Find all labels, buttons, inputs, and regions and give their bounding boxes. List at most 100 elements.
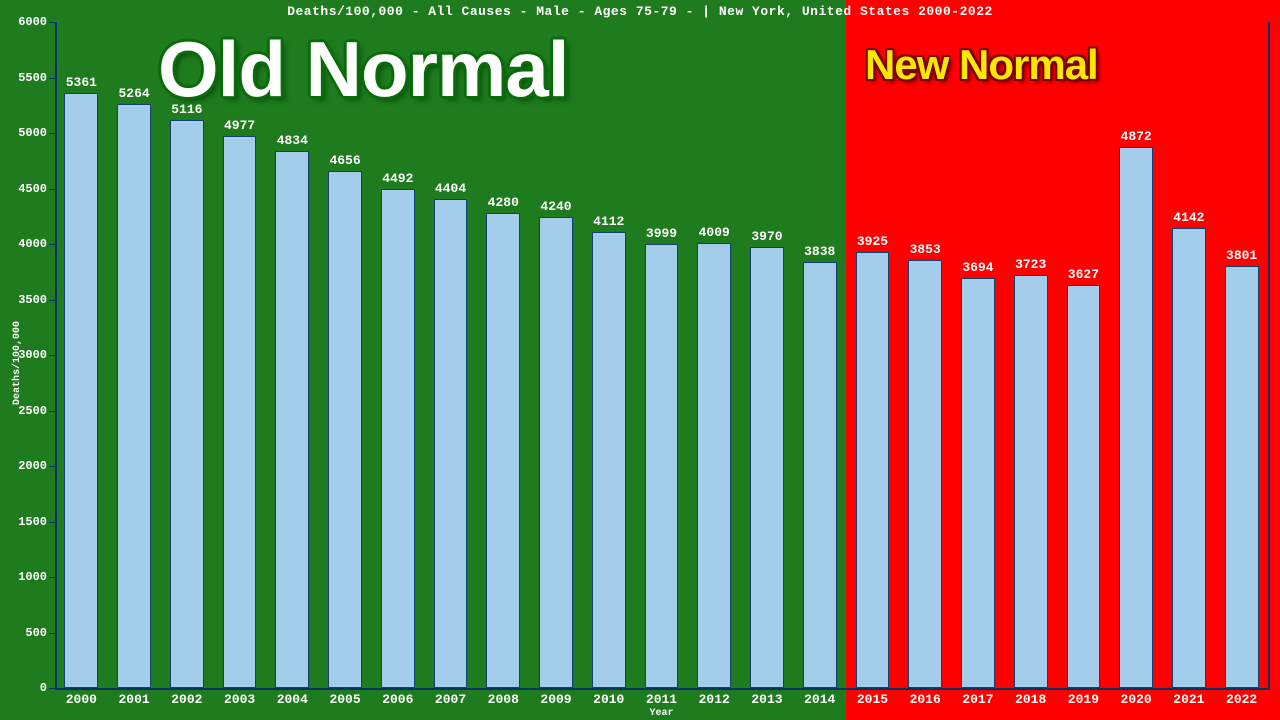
y-tick-label: 3500 [7,293,47,307]
bar [223,136,257,688]
bar-value-label: 3925 [857,234,888,249]
bar [64,93,98,688]
bar-value-label: 3694 [962,260,993,275]
y-tick-label: 1000 [7,570,47,584]
bar-value-label: 4112 [593,214,624,229]
bar-value-label: 4404 [435,181,466,196]
bar [1067,285,1101,688]
y-tick [49,633,55,634]
y-tick [49,300,55,301]
y-tick [49,78,55,79]
x-tick-label: 2005 [329,692,360,707]
x-tick-label: 2001 [118,692,149,707]
bar [434,199,468,688]
bar-value-label: 3999 [646,226,677,241]
x-tick-label: 2003 [224,692,255,707]
bar-value-label: 4656 [329,153,360,168]
chart-title: Deaths/100,000 - All Causes - Male - Age… [0,4,1280,19]
y-tick [49,22,55,23]
bar-value-label: 4280 [488,195,519,210]
bar [803,262,837,688]
y-tick [49,355,55,356]
x-tick-label: 2006 [382,692,413,707]
bar [856,252,890,688]
bar-value-label: 3627 [1068,267,1099,282]
x-tick-label: 2020 [1121,692,1152,707]
x-tick-label: 2007 [435,692,466,707]
bar-value-label: 3838 [804,244,835,259]
bar [117,104,151,688]
y-tick-label: 2000 [7,459,47,473]
y-tick-label: 4500 [7,182,47,196]
y-tick-label: 1500 [7,515,47,529]
y-tick-label: 4000 [7,237,47,251]
overlay-new-normal: New Normal [865,41,1098,89]
x-tick-label: 2000 [66,692,97,707]
y-tick-label: 5000 [7,126,47,140]
y-tick-label: 6000 [7,15,47,29]
x-tick-label: 2021 [1173,692,1204,707]
x-tick-label: 2008 [488,692,519,707]
y-tick-label: 0 [7,681,47,695]
bar [381,189,415,688]
y-axis-title: Deaths/100,000 [12,321,23,405]
bar [170,120,204,688]
bar-value-label: 3723 [1015,257,1046,272]
x-tick-label: 2017 [962,692,993,707]
y-tick [49,466,55,467]
x-tick-label: 2014 [804,692,835,707]
overlay-old-normal: Old Normal [158,24,568,115]
bar [592,232,626,688]
x-tick-label: 2015 [857,692,888,707]
bar-value-label: 4142 [1173,210,1204,225]
bar [908,260,942,688]
bar-value-label: 3853 [910,242,941,257]
bar [328,171,362,688]
x-tick-label: 2004 [277,692,308,707]
x-tick-label: 2002 [171,692,202,707]
bar [486,213,520,688]
bar [1119,147,1153,688]
x-tick-label: 2022 [1226,692,1257,707]
bar-value-label: 4977 [224,118,255,133]
bar [697,243,731,688]
bar-value-label: 4872 [1121,129,1152,144]
bar [275,151,309,688]
bar [750,247,784,688]
x-axis-title: Year [55,708,1268,719]
y-tick [49,522,55,523]
y-tick [49,411,55,412]
y-tick [49,244,55,245]
bar-value-label: 5264 [118,86,149,101]
y-tick [49,189,55,190]
x-tick-label: 2010 [593,692,624,707]
x-axis-line [55,688,1270,690]
bar [961,278,995,688]
x-tick-label: 2009 [540,692,571,707]
x-tick-label: 2012 [699,692,730,707]
bar-value-label: 4492 [382,171,413,186]
y-axis-line-right [1268,22,1270,690]
bar [1172,228,1206,688]
bar-value-label: 3970 [751,229,782,244]
bar [645,244,679,688]
x-tick-label: 2018 [1015,692,1046,707]
bar [1225,266,1259,688]
y-axis-line-left [55,22,57,690]
bar-value-label: 3801 [1226,248,1257,263]
x-tick-label: 2013 [751,692,782,707]
bar-value-label: 4834 [277,133,308,148]
y-tick [49,133,55,134]
bar [539,217,573,688]
x-tick-label: 2011 [646,692,677,707]
bar-value-label: 5361 [66,75,97,90]
bar-value-label: 4009 [699,225,730,240]
x-tick-label: 2019 [1068,692,1099,707]
y-tick-label: 2500 [7,404,47,418]
bar-value-label: 4240 [540,199,571,214]
bar [1014,275,1048,688]
y-tick-label: 500 [7,626,47,640]
y-tick-label: 5500 [7,71,47,85]
chart-root: Deaths/100,000 - All Causes - Male - Age… [0,0,1280,720]
y-tick [49,577,55,578]
